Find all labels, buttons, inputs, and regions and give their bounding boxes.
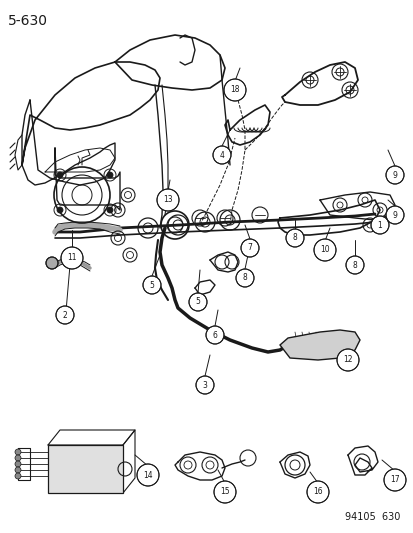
Text: 4: 4 [219,150,224,159]
Circle shape [142,276,161,294]
Circle shape [57,172,63,178]
Circle shape [46,257,58,269]
Text: 12: 12 [342,356,352,365]
Circle shape [15,467,21,473]
Circle shape [214,481,235,503]
Text: 8: 8 [292,233,297,243]
Text: 5: 5 [195,297,200,306]
Polygon shape [279,330,359,360]
Text: 9: 9 [392,171,396,180]
Circle shape [212,146,230,164]
Text: 3: 3 [202,381,207,390]
Circle shape [189,293,206,311]
Text: 7: 7 [247,244,252,253]
Circle shape [240,239,259,257]
Text: 8: 8 [352,261,356,270]
Text: 2: 2 [62,311,67,319]
Text: 11: 11 [67,254,76,262]
Circle shape [15,473,21,479]
Circle shape [370,216,388,234]
Circle shape [206,326,223,344]
Text: 10: 10 [319,246,329,254]
Text: 17: 17 [389,475,399,484]
Text: 15: 15 [220,488,229,497]
Text: 18: 18 [230,85,239,94]
Text: 6: 6 [212,330,217,340]
Circle shape [285,229,303,247]
Circle shape [56,306,74,324]
FancyBboxPatch shape [48,445,123,493]
Text: 16: 16 [312,488,322,497]
Text: 13: 13 [163,196,172,205]
Circle shape [313,239,335,261]
Circle shape [15,455,21,461]
Text: 1: 1 [377,221,382,230]
Circle shape [336,349,358,371]
Text: 5-630: 5-630 [8,14,48,28]
Circle shape [345,256,363,274]
Text: 5: 5 [149,280,154,289]
Circle shape [157,189,178,211]
Circle shape [61,247,83,269]
Circle shape [195,376,214,394]
Text: 94105  630: 94105 630 [344,512,399,522]
Circle shape [107,172,113,178]
Circle shape [385,206,403,224]
Circle shape [306,481,328,503]
Circle shape [383,469,405,491]
Circle shape [107,207,113,213]
Circle shape [385,166,403,184]
Circle shape [235,269,254,287]
Circle shape [15,461,21,467]
Circle shape [57,207,63,213]
Circle shape [223,79,245,101]
Circle shape [15,449,21,455]
Text: 14: 14 [143,471,152,480]
Circle shape [137,464,159,486]
Text: 8: 8 [242,273,247,282]
Text: 9: 9 [392,211,396,220]
